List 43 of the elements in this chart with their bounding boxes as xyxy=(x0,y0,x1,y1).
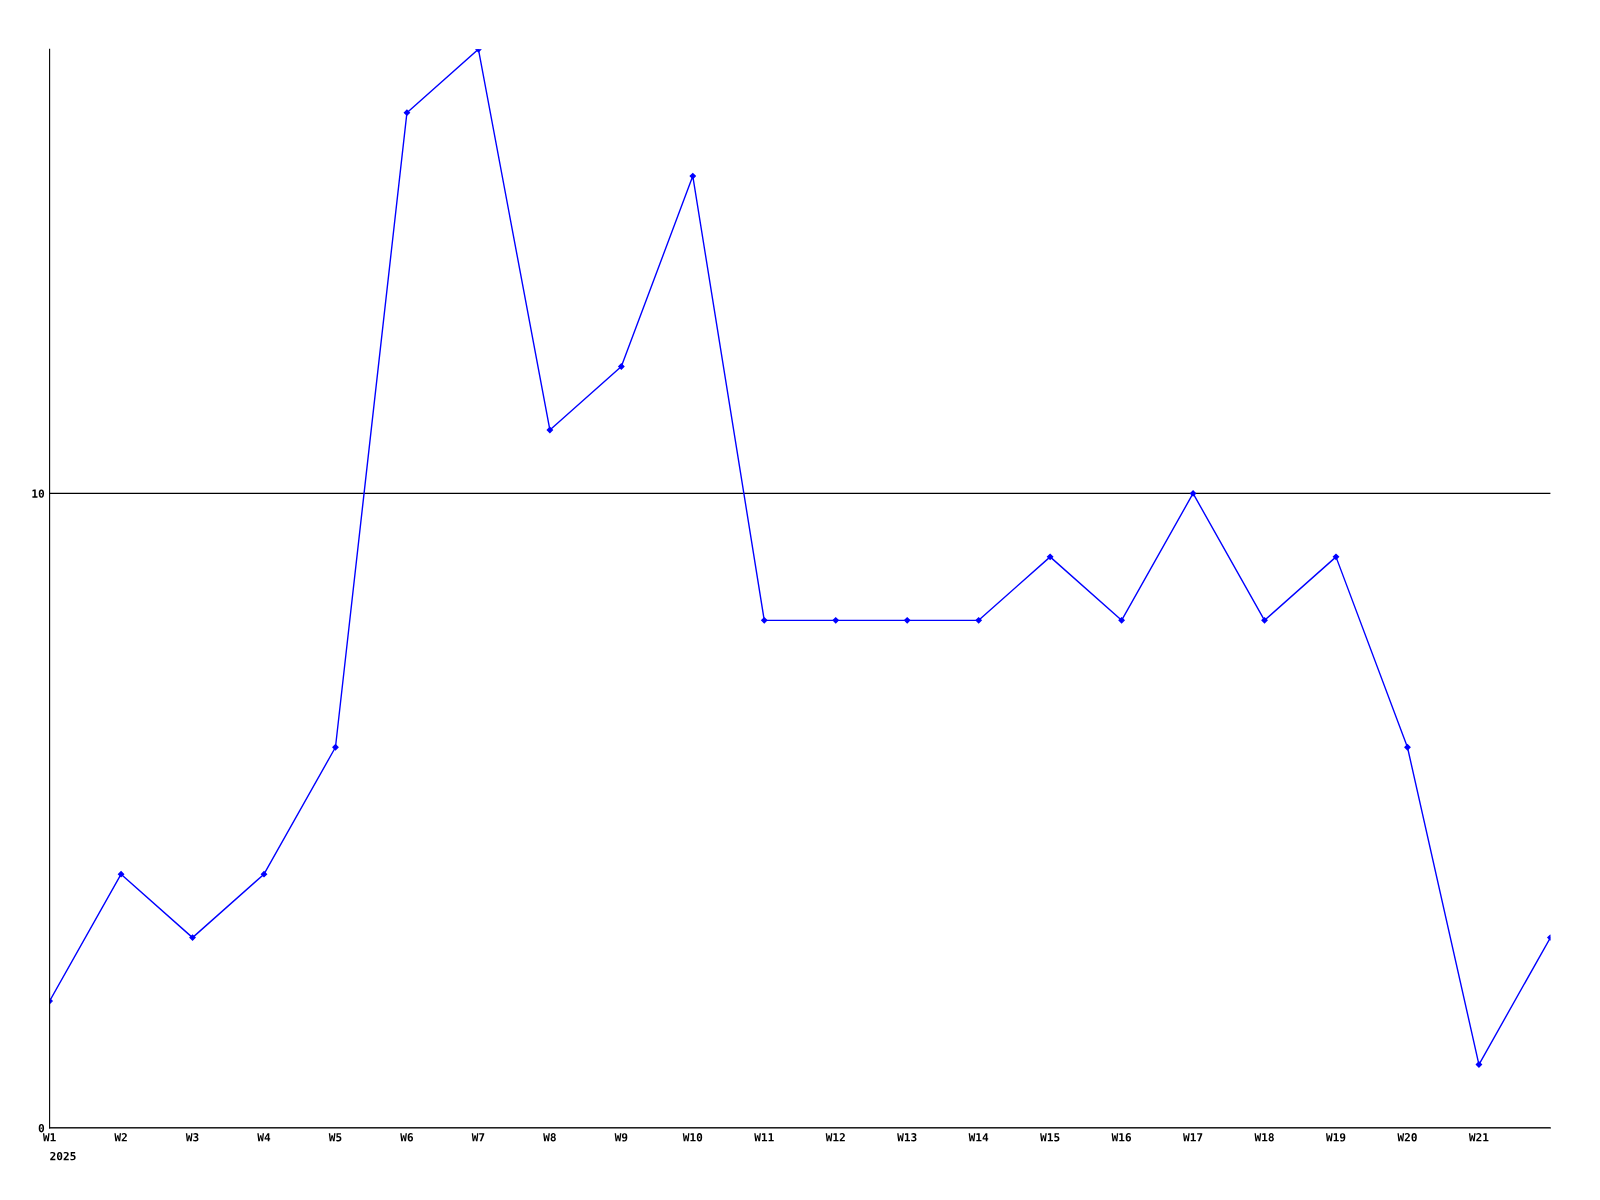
x-tick-label: W17 xyxy=(1183,1133,1203,1142)
x-tick-label: W10 xyxy=(682,1133,703,1142)
x-tick-label: W7 xyxy=(471,1133,485,1142)
point xyxy=(1261,617,1268,624)
x-tick-label: W11 xyxy=(754,1133,774,1142)
x-tick-label: W14 xyxy=(968,1133,989,1142)
x-tick-label: W8 xyxy=(543,1133,556,1142)
point xyxy=(189,934,196,941)
x-tick-label: W21 xyxy=(1468,1133,1489,1142)
point xyxy=(1189,490,1197,497)
text: 2025 xyxy=(50,1151,76,1161)
x-tick-label: W1 xyxy=(42,1133,56,1142)
point xyxy=(1475,1061,1483,1068)
x-tick-label: W16 xyxy=(1111,1133,1132,1142)
point xyxy=(689,172,696,180)
x-tick-label: W3 xyxy=(185,1133,199,1142)
y-tick-label: 10 xyxy=(32,489,45,498)
x-tick-label: W2 xyxy=(114,1133,127,1142)
point xyxy=(546,426,554,434)
point xyxy=(1332,553,1340,561)
x-tick-label: W6 xyxy=(400,1133,414,1142)
point xyxy=(403,109,411,116)
point xyxy=(1046,553,1054,561)
point xyxy=(117,871,125,878)
point xyxy=(1404,744,1411,751)
x-tick-label: W18 xyxy=(1254,1133,1274,1142)
y-tick-label: 0 xyxy=(38,1123,45,1133)
point xyxy=(332,744,339,751)
x-tick-label: W9 xyxy=(614,1133,628,1142)
x-tick-label: W5 xyxy=(328,1133,342,1142)
x-tick-label: W13 xyxy=(897,1133,917,1142)
x-tick-label: W4 xyxy=(257,1133,271,1142)
point xyxy=(832,617,839,624)
x-tick-label: W15 xyxy=(1040,1133,1060,1142)
x-tick-label: W12 xyxy=(825,1133,845,1142)
point xyxy=(1118,617,1125,624)
point xyxy=(975,617,982,624)
x-tick-label: W19 xyxy=(1325,1133,1346,1142)
point xyxy=(618,363,625,370)
point xyxy=(904,617,911,624)
x-tick-label: W20 xyxy=(1397,1133,1417,1142)
point xyxy=(260,871,268,878)
point xyxy=(761,617,768,624)
